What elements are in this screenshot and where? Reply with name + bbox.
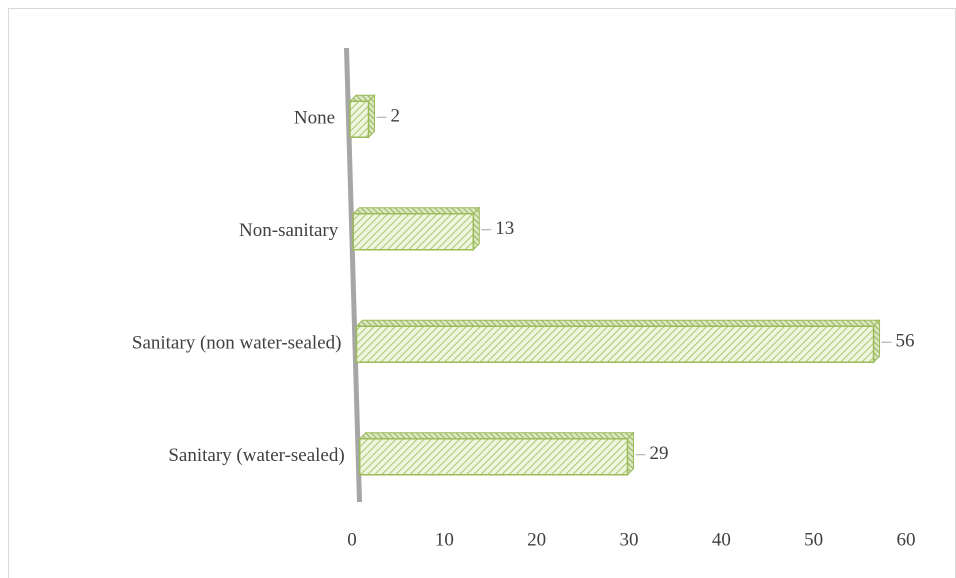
x-tick-label: 40 (712, 529, 731, 550)
axis-wall (344, 48, 362, 502)
bar (358, 438, 629, 476)
chart-frame (8, 8, 956, 578)
bar-side (873, 319, 881, 364)
bar-top (352, 207, 481, 215)
bar-side (626, 431, 634, 476)
bar-side (472, 206, 480, 251)
y-tick-label: Sanitary (non water-sealed) (132, 333, 342, 354)
x-tick-label: 50 (804, 529, 823, 550)
bar-top (355, 319, 881, 327)
bar (349, 100, 370, 138)
bar (352, 213, 475, 251)
x-tick-label: 20 (527, 529, 546, 550)
x-tick-label: 10 (435, 529, 454, 550)
x-tick-label: 60 (897, 529, 916, 550)
data-label: 2 (391, 106, 401, 127)
data-label: 29 (649, 443, 668, 464)
bar-side (368, 94, 376, 139)
y-tick-label: None (294, 108, 335, 129)
x-tick-label: 0 (347, 529, 357, 550)
y-tick-label: Non-sanitary (239, 220, 339, 241)
x-tick-label: 30 (620, 529, 639, 550)
bar-top (358, 432, 635, 440)
y-tick-label: Sanitary (water-sealed) (168, 445, 344, 466)
data-label: 56 (896, 331, 915, 352)
data-label: 13 (495, 218, 514, 239)
bar (355, 325, 875, 363)
